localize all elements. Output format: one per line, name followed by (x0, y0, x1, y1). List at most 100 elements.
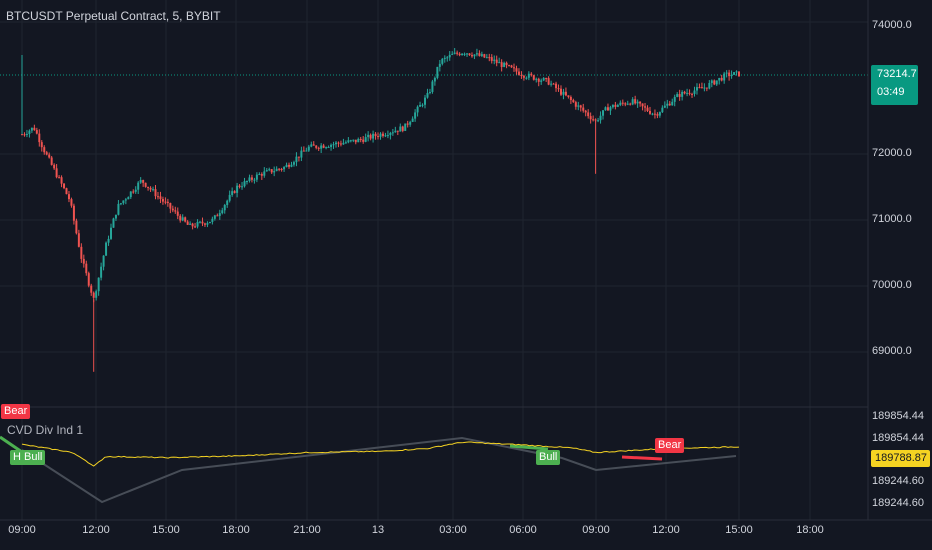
candle-body (248, 177, 251, 182)
candle-body (676, 94, 679, 97)
candle-body (720, 77, 723, 81)
candle-body (320, 145, 323, 149)
candle-body (589, 116, 592, 120)
cvd-zigzag-line (21, 436, 737, 504)
candle-body (713, 80, 716, 85)
candle-body (520, 74, 523, 76)
candle-body (48, 154, 51, 158)
candle-body (374, 133, 377, 137)
bear-divergence-line (621, 455, 663, 461)
candle-body (545, 78, 548, 80)
candle-body (250, 177, 253, 180)
candle-body (260, 174, 263, 176)
candle-body (75, 220, 78, 234)
candle-body (55, 168, 58, 178)
candle-body (255, 174, 258, 180)
candle-body (337, 142, 340, 144)
candle-body (285, 164, 288, 168)
candle-body (330, 144, 333, 147)
candle-body (107, 238, 110, 243)
time-tick-label: 18:00 (222, 524, 250, 536)
candle-body (411, 118, 414, 122)
candle-body (203, 223, 206, 225)
candle-body (708, 82, 711, 89)
candle-body (58, 177, 61, 179)
candle-body (480, 54, 483, 56)
candle-body (451, 53, 454, 55)
candle-body (631, 99, 634, 105)
candle-body (515, 68, 518, 72)
candle-body (426, 92, 429, 98)
candle-body (156, 196, 159, 198)
candle-body (35, 130, 38, 134)
candle-body (396, 130, 399, 132)
candle-body (114, 214, 117, 219)
time-tick-label: 15:00 (725, 524, 753, 536)
price-tick-label: 70000.0 (872, 279, 912, 291)
candle-body (540, 80, 543, 82)
time-tick-label: 06:00 (509, 524, 537, 536)
candle-body (243, 181, 246, 187)
candle-body (683, 91, 686, 94)
candle-body (253, 179, 256, 181)
candle-body (312, 144, 315, 146)
candle-body (495, 59, 498, 63)
candle-body (201, 221, 204, 224)
candle-body (606, 107, 609, 111)
candle-body (102, 255, 105, 267)
candle-body (322, 145, 325, 148)
candle-body (295, 156, 298, 163)
candle-body (213, 215, 216, 219)
candle-body (401, 126, 404, 131)
candle-body (144, 182, 147, 187)
candle-body (174, 210, 177, 212)
candle-body (619, 102, 622, 106)
candle-body (436, 66, 439, 78)
bear-divergence-label: Bear (655, 438, 685, 453)
candle-body (394, 130, 397, 133)
candle-body (604, 107, 607, 111)
candle-body (223, 204, 226, 211)
candle-body (169, 202, 172, 209)
candle-body (377, 136, 380, 138)
candle-body (164, 201, 167, 203)
candle-body (547, 78, 550, 85)
candle-body (159, 196, 162, 199)
candle-body (196, 221, 199, 227)
hidden-bull-divergence-line (0, 435, 23, 454)
candle-body (384, 135, 387, 137)
candle-body (268, 169, 271, 171)
candle-body (297, 156, 300, 158)
candle-body (226, 200, 229, 205)
candle-body (505, 62, 508, 66)
candle-body (634, 99, 637, 104)
candle-body (567, 95, 570, 97)
candle-body (668, 103, 671, 106)
candle-body (557, 88, 560, 90)
candle-body (661, 107, 664, 113)
candle-body (122, 200, 125, 204)
candle-body (199, 221, 202, 223)
candle-body (216, 215, 219, 217)
candle-body (211, 218, 214, 222)
candle-body (458, 53, 461, 56)
candle-body (367, 134, 370, 138)
candle-body (666, 103, 669, 106)
candle-body (179, 215, 182, 221)
indicator-title[interactable]: CVD Div Ind 1 (7, 423, 84, 437)
candle-body (33, 127, 36, 131)
candle-body (310, 144, 313, 147)
candle-body (275, 168, 278, 172)
candle-body (488, 57, 491, 59)
candle-body (307, 146, 310, 151)
candle-body (364, 137, 367, 142)
candle-body (710, 80, 713, 83)
time-tick-label: 13 (371, 524, 385, 536)
candle-body (470, 55, 473, 57)
candle-body (171, 208, 174, 211)
candle-body (483, 54, 486, 58)
last-price-value: 73214.7 (877, 68, 917, 80)
candle-body (389, 132, 392, 136)
candle-body (555, 83, 558, 89)
